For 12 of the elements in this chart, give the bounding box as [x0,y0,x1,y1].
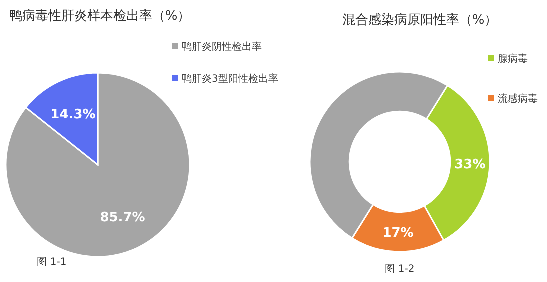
caption: 图 1-1 [37,257,67,268]
data-label: 33% [454,158,486,173]
legend-label: 腺病毒 [498,53,528,65]
data-label: 14.3% [50,108,96,123]
chart-title: 鸭病毒性肝炎样本检出率（%） [9,8,191,24]
caption: 图 1-2 [385,264,415,275]
legend-label: 流感病毒 [498,93,538,105]
legend-label: 鸭肝炎阴性检出率 [182,41,262,53]
data-label: 85.7% [100,210,146,226]
chart-title: 混合感染病原阳性率（%） [342,12,498,28]
legend-label: 鸭肝炎3型阳性检出率 [182,73,278,85]
data-label: 17% [382,226,414,242]
